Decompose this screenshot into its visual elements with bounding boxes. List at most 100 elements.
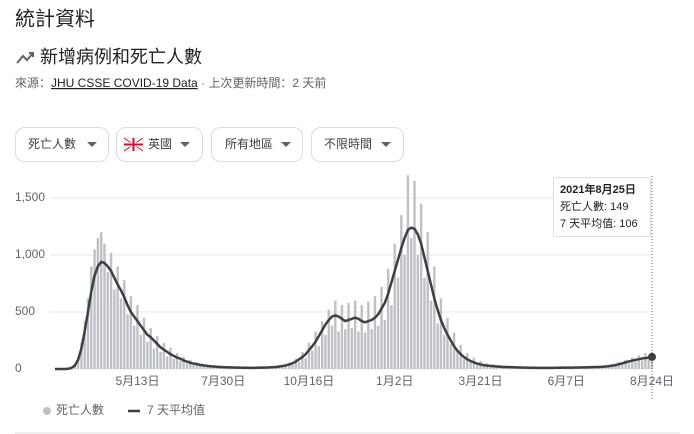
filter-chip[interactable]: 死亡人數 — [15, 127, 109, 162]
bar — [165, 356, 169, 369]
bar — [446, 317, 449, 369]
bar — [634, 361, 637, 369]
legend-label: 死亡人數 — [56, 403, 104, 417]
bar — [156, 335, 159, 369]
bar — [175, 353, 179, 369]
bar — [624, 359, 627, 369]
bar — [353, 300, 357, 369]
bar — [426, 232, 429, 369]
filter-chip[interactable]: 不限時間 — [311, 127, 404, 162]
bar — [400, 215, 403, 369]
bar — [179, 361, 182, 369]
filter-chip[interactable]: 英國 — [116, 127, 203, 162]
bar — [152, 348, 156, 369]
bar — [103, 243, 106, 369]
updated: · 上次更新時間：2 天前 — [198, 75, 327, 90]
bar — [416, 255, 420, 369]
bar — [304, 358, 307, 369]
filter-label: 死亡人數 — [28, 137, 76, 151]
tooltip-label: 7 天平均值: — [560, 217, 619, 230]
bar — [475, 364, 479, 369]
subtitle: 新增病例和死亡人數 — [40, 47, 202, 67]
bar — [189, 359, 192, 369]
bar — [410, 237, 413, 369]
caret — [180, 142, 190, 147]
bar — [423, 277, 426, 369]
filter-chip[interactable]: 所有地區 — [211, 127, 303, 162]
bar — [307, 342, 311, 369]
bar — [172, 358, 175, 369]
bar — [80, 342, 83, 369]
bar — [413, 180, 416, 369]
bar — [119, 298, 123, 369]
bar — [106, 272, 109, 369]
bar — [113, 289, 116, 369]
tooltip-box — [553, 177, 651, 237]
bar — [363, 332, 367, 369]
bar — [456, 351, 459, 369]
legend-swatch — [43, 407, 51, 415]
tooltip-label: 死亡人數: — [560, 199, 610, 213]
point — [648, 352, 656, 361]
bar — [311, 350, 314, 369]
caret — [87, 142, 97, 147]
bar — [132, 325, 136, 369]
bar — [162, 342, 166, 369]
source-link[interactable]: JHU CSSE COVID-19 Data — [51, 76, 198, 90]
bar — [637, 355, 641, 369]
bar — [327, 309, 330, 369]
bar — [330, 325, 334, 369]
tooltip-value: 149 — [610, 201, 628, 213]
bar — [198, 365, 202, 369]
bar — [466, 353, 469, 369]
bar — [647, 358, 650, 369]
bar — [489, 366, 492, 369]
bar — [459, 345, 462, 369]
bar — [337, 331, 340, 369]
y-tick-label: 0 — [15, 361, 22, 375]
bar — [86, 298, 90, 369]
bar — [644, 353, 647, 369]
x-tick-label: 3月21日 — [458, 374, 502, 388]
bar — [367, 301, 370, 369]
bar — [631, 357, 634, 369]
bar — [142, 317, 146, 369]
bar — [136, 305, 139, 369]
bar — [380, 286, 383, 369]
source-label: 來源： — [15, 76, 51, 90]
bar — [317, 346, 321, 369]
bar — [462, 358, 466, 369]
bar — [377, 325, 380, 369]
bar — [495, 366, 499, 369]
bar — [314, 331, 317, 369]
tooltip-row: 7 天平均值: 106 — [560, 217, 638, 230]
bar — [340, 305, 344, 369]
bar — [390, 305, 393, 369]
bar — [192, 364, 195, 369]
bar — [350, 327, 354, 369]
filter-label: 不限時間 — [324, 137, 372, 151]
tooltip-row: 死亡人數: 149 — [560, 199, 628, 213]
bar — [301, 351, 304, 369]
bar — [90, 266, 93, 369]
bar — [149, 327, 152, 369]
bar — [93, 249, 96, 369]
bar — [218, 367, 222, 369]
caret — [281, 142, 291, 147]
bar — [482, 366, 485, 369]
bar — [109, 252, 113, 369]
bar — [406, 175, 410, 369]
x-tick-label: 7月30日 — [201, 374, 245, 388]
uk-flag — [123, 136, 144, 153]
source-line: 來源：JHU CSSE COVID-19 Data · 上次更新時間：2 天前 — [15, 75, 326, 90]
x-tick-label: 8月24日 — [630, 374, 674, 388]
bar — [287, 362, 291, 369]
bar — [614, 366, 617, 369]
bar — [129, 296, 133, 369]
bar — [159, 351, 162, 369]
bar — [320, 321, 324, 369]
x-tick-label: 10月16日 — [284, 374, 335, 388]
legend-label: 7 天平均值 — [147, 402, 205, 417]
bar — [324, 334, 327, 369]
